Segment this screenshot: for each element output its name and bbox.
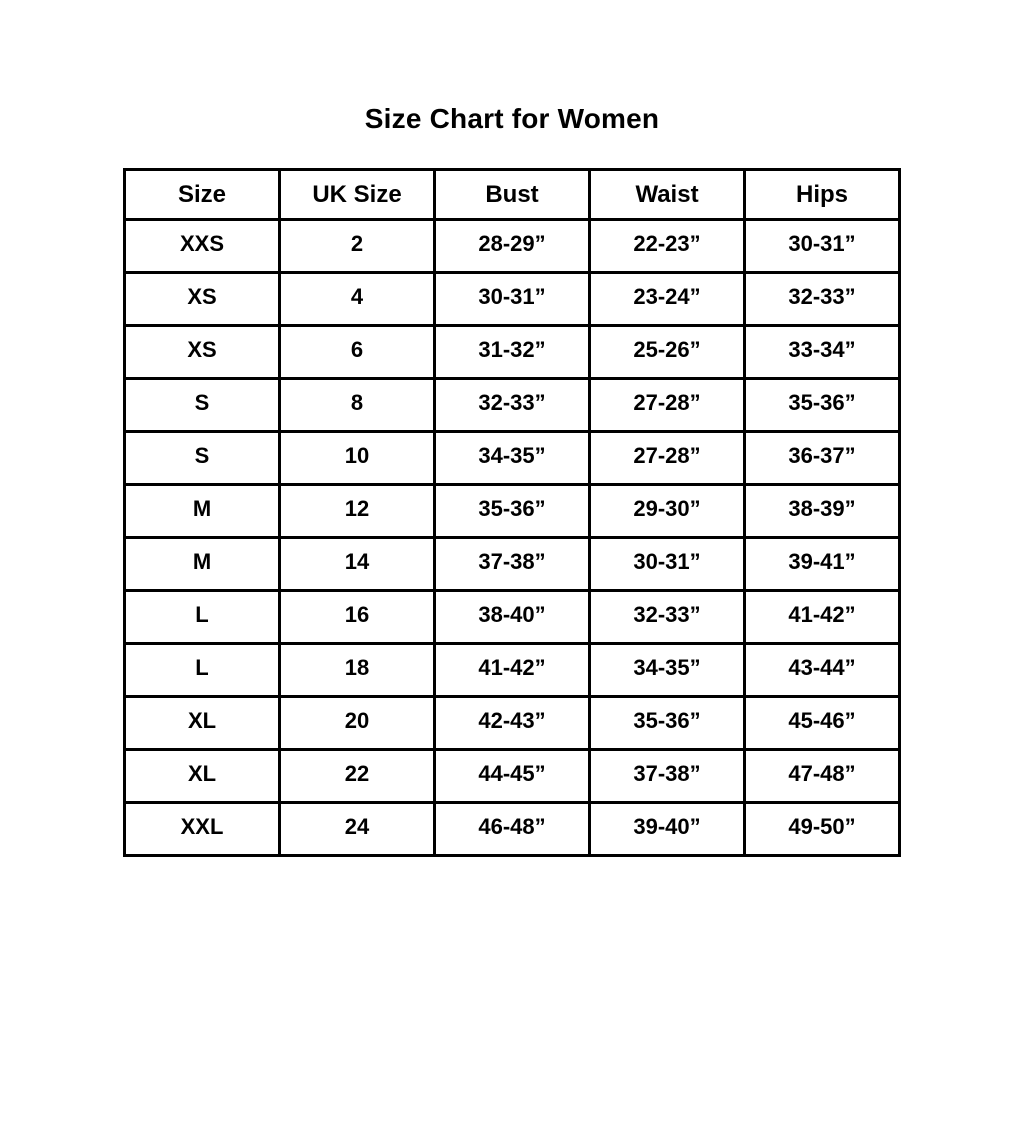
table-cell: 24	[278, 801, 436, 857]
table-cell: 27-28”	[588, 377, 746, 433]
table-cell: 22	[278, 748, 436, 804]
table-cell: 30-31”	[588, 536, 746, 592]
table-cell: 37-38”	[588, 748, 746, 804]
table-cell: 2	[278, 218, 436, 274]
table-row: S 10 34-35” 27-28” 36-37”	[123, 430, 901, 486]
header-cell: Size	[123, 168, 281, 221]
table-cell: 32-33”	[743, 271, 901, 327]
table-cell: 32-33”	[588, 589, 746, 645]
table-cell: 10	[278, 430, 436, 486]
table-cell: 44-45”	[433, 748, 591, 804]
table-cell: 31-32”	[433, 324, 591, 380]
table-cell: 8	[278, 377, 436, 433]
table-cell: XL	[123, 748, 281, 804]
table-row: L 16 38-40” 32-33” 41-42”	[123, 589, 901, 645]
table-cell: 23-24”	[588, 271, 746, 327]
table-cell: 34-35”	[433, 430, 591, 486]
table-cell: 41-42”	[743, 589, 901, 645]
table-cell: L	[123, 589, 281, 645]
header-cell: Bust	[433, 168, 591, 221]
table-cell: S	[123, 377, 281, 433]
table-cell: M	[123, 536, 281, 592]
table-cell: 32-33”	[433, 377, 591, 433]
table-row: XS 4 30-31” 23-24” 32-33”	[123, 271, 901, 327]
table-row: M 14 37-38” 30-31” 39-41”	[123, 536, 901, 592]
table-cell: 47-48”	[743, 748, 901, 804]
table-cell: 30-31”	[433, 271, 591, 327]
table-cell: 49-50”	[743, 801, 901, 857]
table-row: XL 20 42-43” 35-36” 45-46”	[123, 695, 901, 751]
table-cell: XXL	[123, 801, 281, 857]
header-row: Size UK Size Bust Waist Hips	[123, 168, 901, 221]
table-cell: 22-23”	[588, 218, 746, 274]
table-cell: 29-30”	[588, 483, 746, 539]
table-cell: 33-34”	[743, 324, 901, 380]
table-row: XXL 24 46-48” 39-40” 49-50”	[123, 801, 901, 857]
table-cell: 41-42”	[433, 642, 591, 698]
table-row: XL 22 44-45” 37-38” 47-48”	[123, 748, 901, 804]
table-cell: M	[123, 483, 281, 539]
table-cell: 30-31”	[743, 218, 901, 274]
table-body: XXS 2 28-29” 22-23” 30-31” XS 4 30-31” 23-24” 32-…	[123, 218, 901, 857]
table-row: S 8 32-33” 27-28” 35-36”	[123, 377, 901, 433]
table-cell: 35-36”	[588, 695, 746, 751]
table-cell: 34-35”	[588, 642, 746, 698]
table-row: M 12 35-36” 29-30” 38-39”	[123, 483, 901, 539]
table-cell: XXS	[123, 218, 281, 274]
table-cell: 25-26”	[588, 324, 746, 380]
size-chart-page: Size Chart for Women Size UK Size Bust Wais…	[0, 103, 1024, 1127]
table-cell: 39-41”	[743, 536, 901, 592]
header-cell: Waist	[588, 168, 746, 221]
table-cell: 14	[278, 536, 436, 592]
table-cell: 43-44”	[743, 642, 901, 698]
table-cell: 16	[278, 589, 436, 645]
table-cell: 20	[278, 695, 436, 751]
table-cell: 35-36”	[433, 483, 591, 539]
header-cell: Hips	[743, 168, 901, 221]
table-cell: 12	[278, 483, 436, 539]
table-cell: XS	[123, 324, 281, 380]
table-cell: 28-29”	[433, 218, 591, 274]
table-row: XS 6 31-32” 25-26” 33-34”	[123, 324, 901, 380]
page-title: Size Chart for Women	[364, 103, 660, 134]
header-cell: UK Size	[278, 168, 436, 221]
table-cell: 35-36”	[743, 377, 901, 433]
size-chart-table: Size UK Size Bust Waist Hips XXS 2 28-29” 22-23…	[123, 168, 901, 857]
table-cell: XL	[123, 695, 281, 751]
table-cell: XS	[123, 271, 281, 327]
table-cell: S	[123, 430, 281, 486]
table-cell: 36-37”	[743, 430, 901, 486]
table-cell: 37-38”	[433, 536, 591, 592]
table-cell: 39-40”	[588, 801, 746, 857]
table-cell: 45-46”	[743, 695, 901, 751]
table-cell: 38-39”	[743, 483, 901, 539]
table-cell: 38-40”	[433, 589, 591, 645]
table-cell: 46-48”	[433, 801, 591, 857]
table-cell: 6	[278, 324, 436, 380]
table-cell: 27-28”	[588, 430, 746, 486]
table-row: XXS 2 28-29” 22-23” 30-31”	[123, 218, 901, 274]
table-cell: L	[123, 642, 281, 698]
table-cell: 18	[278, 642, 436, 698]
table-header: Size UK Size Bust Waist Hips	[123, 168, 901, 221]
table-row: L 18 41-42” 34-35” 43-44”	[123, 642, 901, 698]
table-cell: 4	[278, 271, 436, 327]
table-cell: 42-43”	[433, 695, 591, 751]
